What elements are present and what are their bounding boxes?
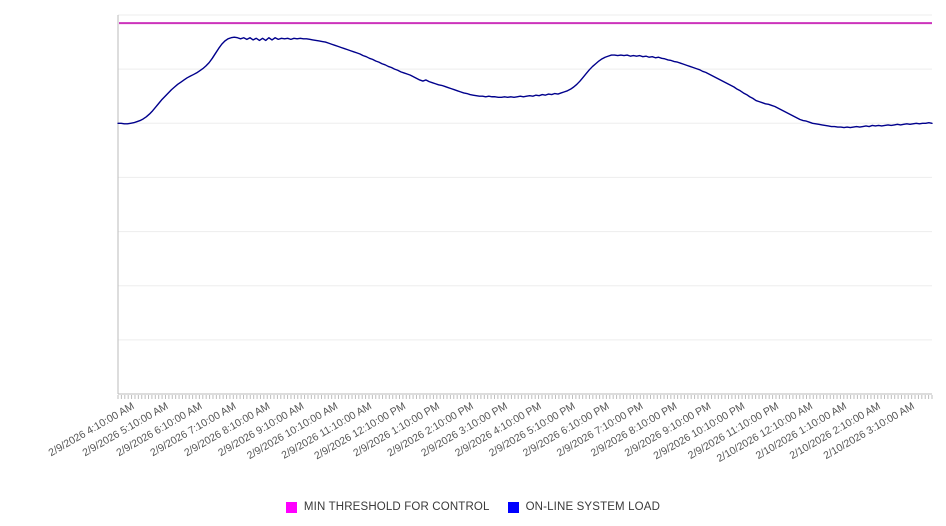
gridlines: [118, 14, 932, 395]
legend-swatch-icon: [285, 501, 297, 513]
axis-lines: [117, 15, 932, 395]
x-axis-minor-ticks: [117, 395, 933, 399]
legend-item-label: MIN THRESHOLD FOR CONTROL: [303, 500, 490, 513]
x-axis-tick-labels: 2/9/2026 4:10:00 AM2/9/2026 5:10:00 AM2/…: [47, 400, 917, 465]
legend-swatch-icon: [507, 501, 519, 513]
legend-item-label: ON-LINE SYSTEM LOAD: [525, 500, 661, 513]
legend-item[interactable]: MIN THRESHOLD FOR CONTROL: [285, 500, 490, 513]
series-layer: [117, 22, 933, 129]
chart-legend: MIN THRESHOLD FOR CONTROL ON-LINE SYSTEM …: [0, 497, 946, 517]
legend-item[interactable]: ON-LINE SYSTEM LOAD: [507, 500, 661, 513]
series-load-line: [117, 36, 933, 129]
